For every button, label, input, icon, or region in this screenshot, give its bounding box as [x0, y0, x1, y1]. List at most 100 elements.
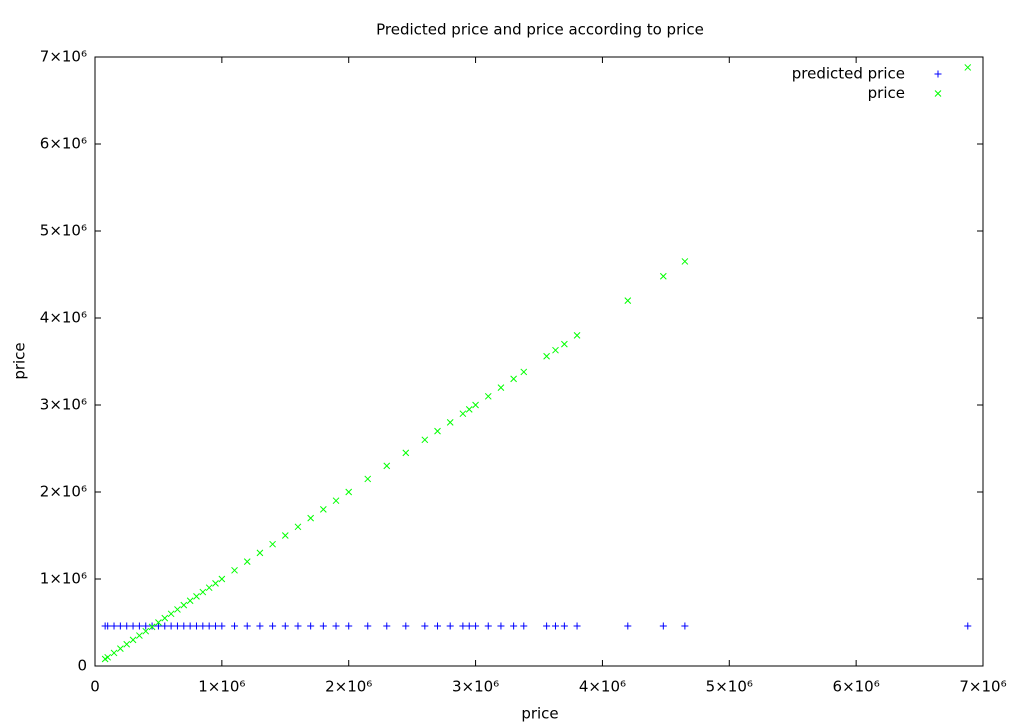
point — [104, 653, 112, 661]
point — [186, 597, 194, 605]
point — [281, 532, 289, 539]
point — [402, 449, 410, 457]
point — [193, 593, 200, 600]
y-tick-label: 6×10⁶ — [40, 135, 87, 153]
legend-marker — [934, 70, 942, 78]
x-tick-label: 6×10⁶ — [833, 678, 880, 696]
point — [465, 405, 473, 413]
x-tick-label: 0 — [90, 678, 100, 696]
point — [964, 64, 972, 71]
point — [269, 540, 276, 548]
point — [174, 606, 181, 613]
x-tick-label: 5×10⁶ — [706, 678, 753, 696]
point — [560, 622, 568, 630]
point — [459, 410, 467, 418]
point — [136, 632, 143, 639]
x-tick-label: 1×10⁶ — [198, 678, 245, 696]
point — [446, 419, 454, 426]
point — [167, 610, 175, 618]
point — [573, 622, 581, 630]
point — [659, 272, 667, 280]
point — [104, 622, 112, 630]
y-tick-label: 3×10⁶ — [40, 396, 87, 414]
point — [510, 622, 518, 630]
point — [129, 636, 137, 644]
point — [212, 622, 220, 630]
point — [154, 622, 162, 630]
point — [155, 619, 162, 626]
point — [520, 622, 528, 630]
point — [205, 584, 213, 592]
point — [472, 401, 479, 409]
point — [345, 622, 353, 630]
point — [231, 566, 238, 574]
point — [624, 622, 632, 630]
point — [218, 575, 226, 583]
point — [465, 622, 473, 630]
point — [681, 258, 689, 265]
point — [307, 622, 315, 630]
y-tick-label: 5×10⁶ — [40, 222, 87, 240]
point — [510, 375, 517, 383]
x-tick-label: 7×10⁶ — [959, 678, 1006, 696]
point — [231, 622, 239, 630]
point — [552, 346, 559, 354]
point — [167, 622, 175, 630]
point — [110, 622, 118, 630]
legend-label: price — [868, 84, 905, 102]
point — [364, 475, 372, 483]
point — [161, 622, 169, 630]
point — [484, 622, 492, 630]
point — [243, 558, 251, 565]
point — [402, 622, 410, 630]
point — [212, 579, 219, 587]
point — [520, 368, 528, 376]
point — [573, 332, 581, 339]
point — [421, 436, 429, 444]
point — [345, 488, 353, 496]
point — [256, 622, 264, 630]
legend-label: predicted price — [792, 65, 905, 83]
y-tick-label: 2×10⁶ — [40, 483, 87, 501]
point — [180, 601, 188, 609]
legend-marker — [934, 90, 942, 97]
point — [256, 549, 264, 557]
point — [205, 622, 213, 630]
point — [624, 297, 632, 304]
chart-title: Predicted price and price according to p… — [376, 21, 704, 39]
point — [364, 622, 372, 630]
point — [332, 497, 340, 505]
point — [446, 622, 454, 630]
point — [123, 640, 131, 648]
point — [681, 622, 689, 630]
point — [142, 627, 150, 635]
point — [497, 622, 505, 630]
point — [383, 622, 391, 630]
point — [332, 622, 340, 630]
x-tick-label: 2×10⁶ — [325, 678, 372, 696]
point — [383, 462, 391, 470]
point — [199, 588, 207, 596]
point — [964, 622, 972, 630]
point — [319, 622, 327, 630]
point — [307, 514, 315, 522]
point — [123, 622, 131, 630]
point — [294, 523, 302, 531]
x-tick-label: 3×10⁶ — [452, 678, 499, 696]
y-axis-label: price — [11, 342, 29, 379]
point — [459, 622, 467, 630]
x-axis-label: price — [521, 705, 558, 723]
point — [148, 622, 156, 630]
y-tick-label: 4×10⁶ — [40, 309, 87, 327]
point — [543, 622, 551, 630]
point — [135, 622, 143, 630]
point — [484, 392, 492, 400]
point — [199, 622, 207, 630]
point — [551, 622, 559, 630]
point — [129, 622, 137, 630]
point — [561, 340, 568, 348]
point — [269, 622, 277, 630]
point — [116, 622, 124, 630]
